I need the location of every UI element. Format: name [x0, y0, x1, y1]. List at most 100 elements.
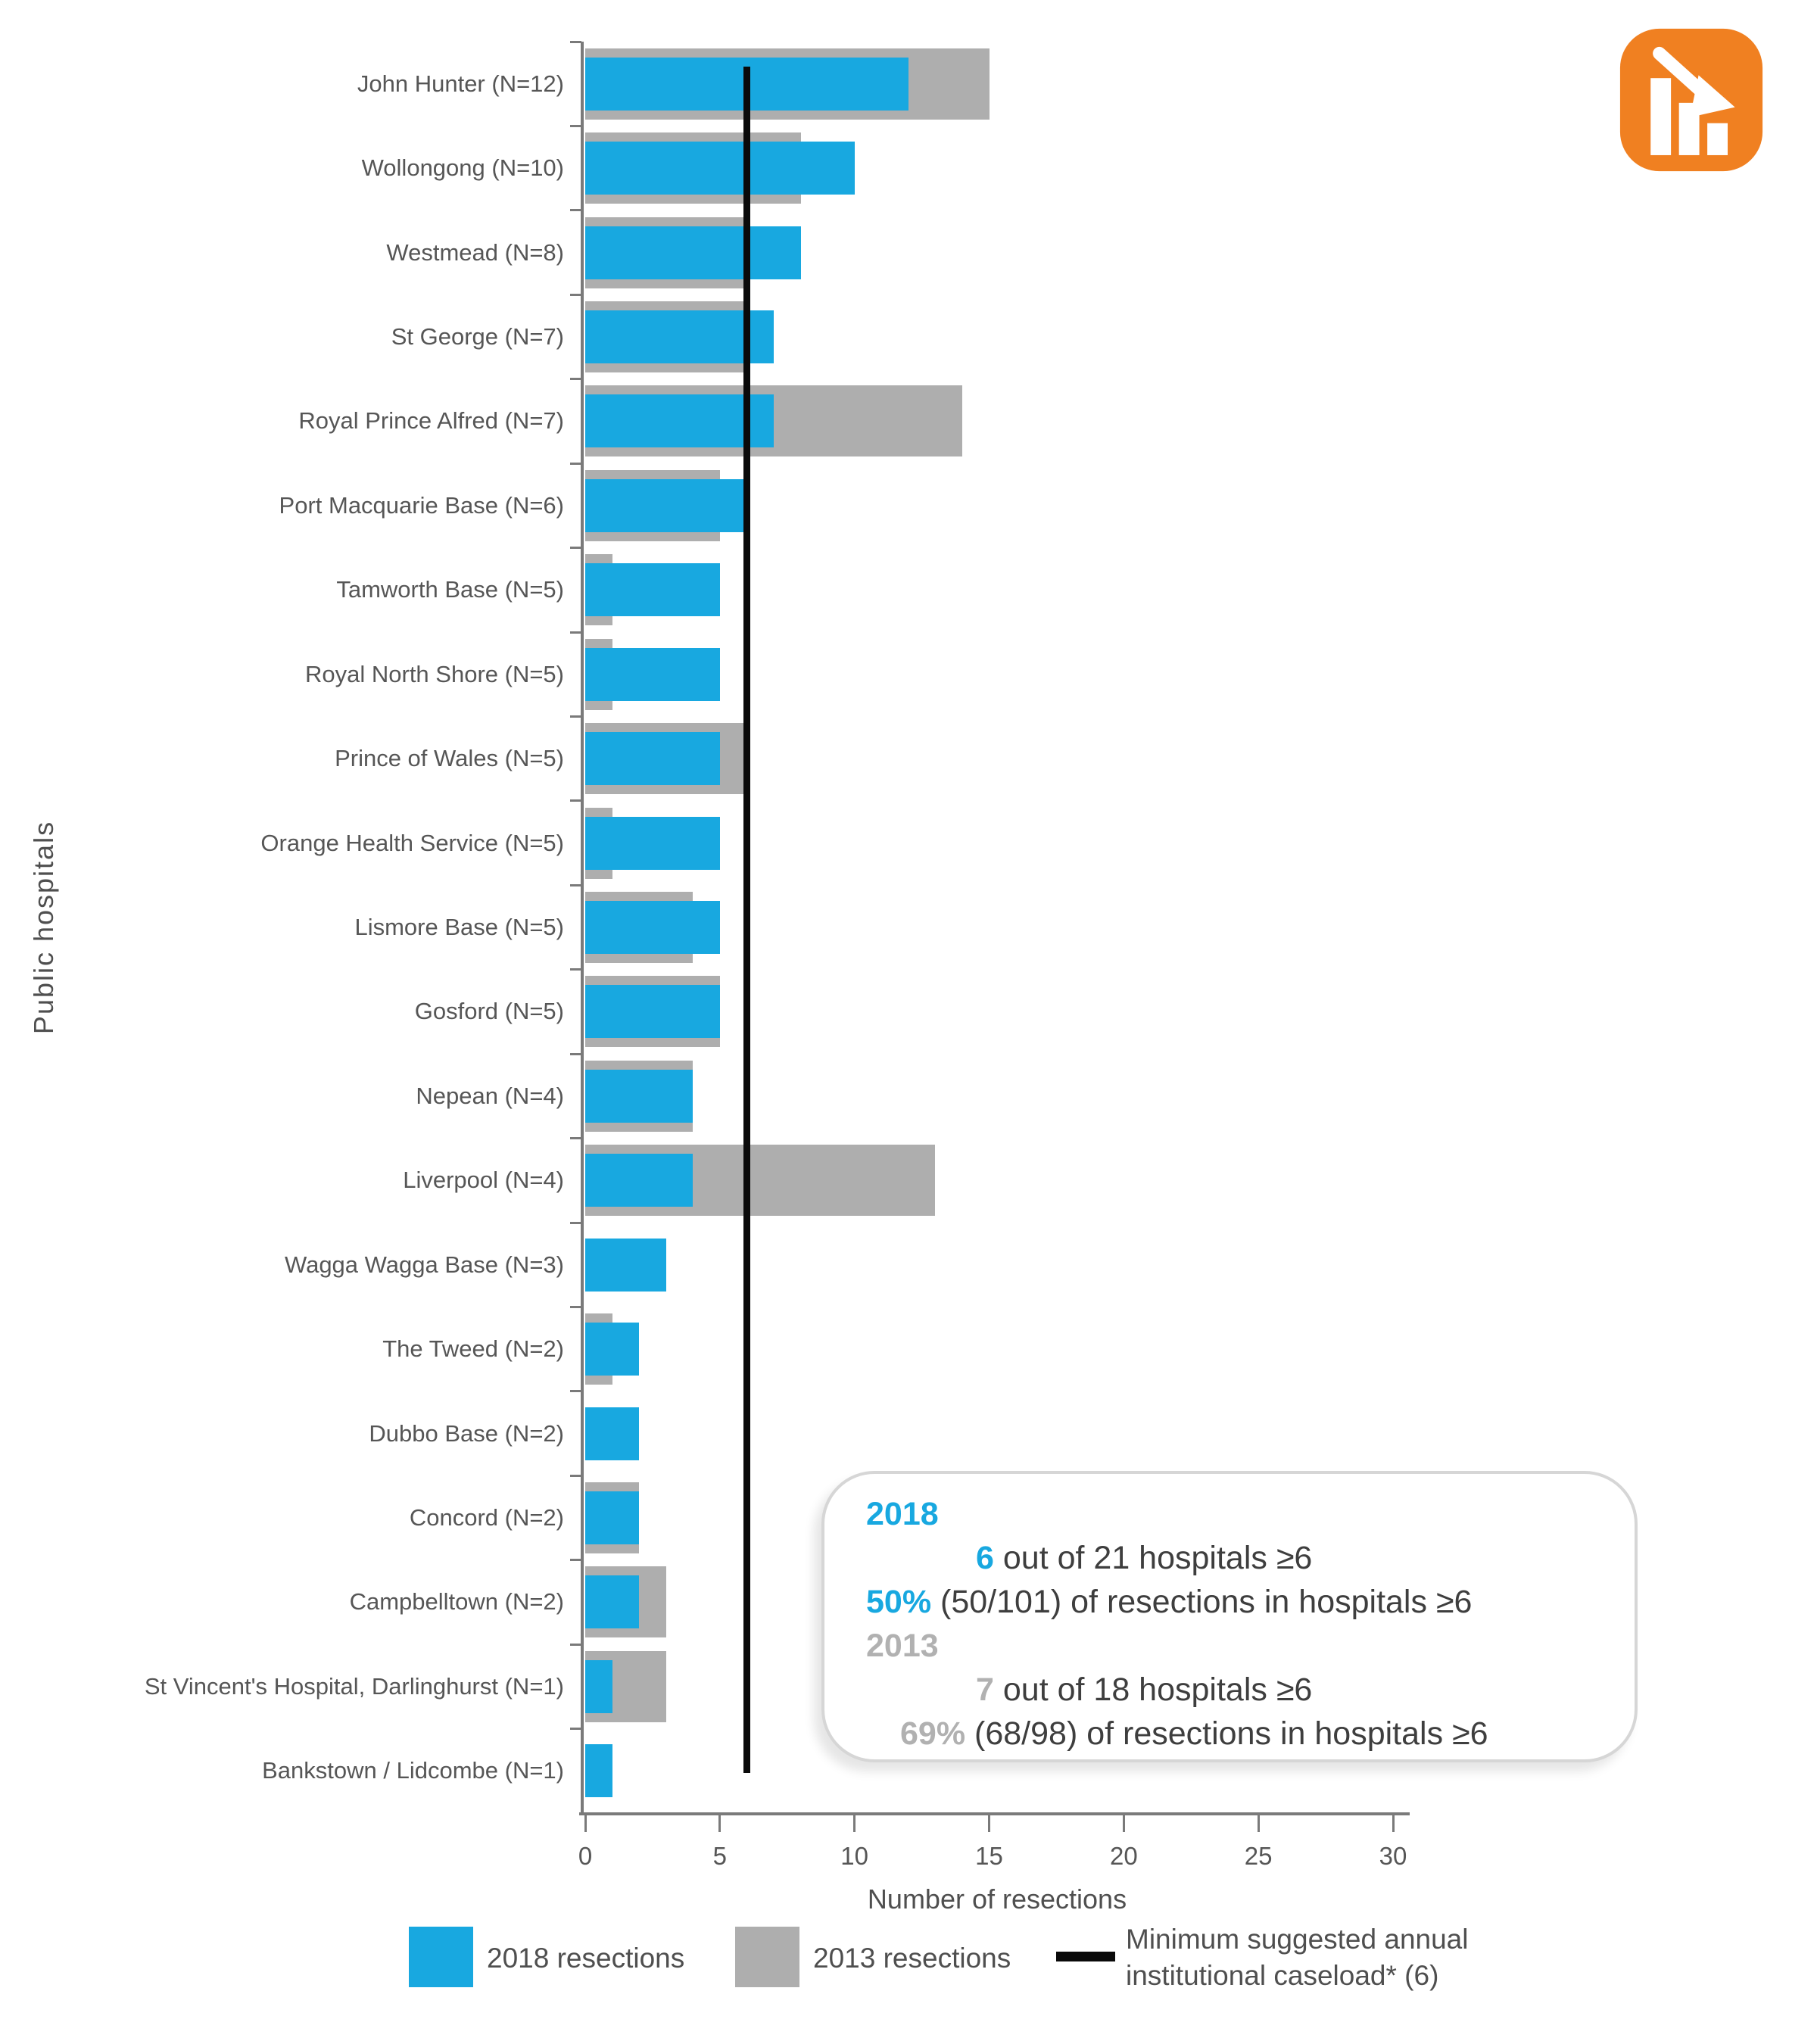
- hospital-label: Tamworth Base (N=5): [336, 576, 564, 603]
- annotation-text: 6: [976, 1540, 994, 1576]
- bar-2018-resections: [585, 1069, 693, 1123]
- hospital-label: Royal North Shore (N=5): [305, 660, 564, 687]
- legend-swatch-minimum-caseload-line: [1056, 1952, 1115, 1961]
- bar-2018-resections: [585, 1491, 640, 1544]
- hospital-label: Westmead (N=8): [386, 238, 564, 266]
- hospital-label: Campbelltown (N=2): [349, 1588, 564, 1616]
- bar-2018-resections: [585, 1575, 640, 1629]
- bar-2018-resections: [585, 1744, 612, 1798]
- bar-2018-resections: [585, 1659, 612, 1713]
- y-axis-tick: [570, 462, 581, 465]
- bar-2018-resections: [585, 901, 720, 954]
- y-axis-tick: [570, 1728, 581, 1731]
- hospital-label: St George (N=7): [391, 323, 564, 350]
- legend-label-minimum-caseload: Minimum suggested annual institutional c…: [1126, 1924, 1469, 1991]
- bar-2018-resections: [585, 647, 720, 701]
- bar-2018-resections: [585, 478, 747, 532]
- hospital-label: Liverpool (N=4): [403, 1167, 564, 1194]
- bar-2018-resections: [585, 816, 720, 870]
- y-axis-tick: [570, 1390, 581, 1393]
- hospital-label: John Hunter (N=12): [357, 70, 564, 97]
- annotation-line-4: 7 out of 18 hospitals ≥6: [866, 1668, 1612, 1712]
- x-axis-tick: [718, 1815, 722, 1832]
- x-axis-tick: [584, 1815, 587, 1832]
- annotation-line-5: 69% (68/98) of resections in hospitals ≥…: [866, 1712, 1612, 1756]
- y-axis-tick: [570, 293, 581, 296]
- annotation-line-0: 2018: [866, 1492, 1612, 1536]
- hospital-label: Wagga Wagga Base (N=3): [284, 1251, 564, 1278]
- legend-swatch-2013: [735, 1927, 799, 1987]
- y-axis-title: Public hospitals: [28, 820, 59, 1035]
- y-axis-tick: [570, 209, 581, 212]
- annotation-line-3: 2013: [866, 1624, 1612, 1668]
- bar-2018-resections: [585, 142, 855, 195]
- x-tick-label: 5: [712, 1842, 727, 1870]
- bar-2018-resections: [585, 394, 774, 448]
- bar-2018-resections: [585, 563, 720, 617]
- x-tick-label: 0: [578, 1842, 593, 1870]
- y-axis-tick: [570, 631, 581, 634]
- hospital-label: The Tweed (N=2): [382, 1335, 564, 1363]
- y-axis-tick: [570, 547, 581, 550]
- x-tick-label: 15: [975, 1842, 1003, 1870]
- bar-2018-resections: [585, 732, 720, 786]
- x-axis-tick: [853, 1815, 856, 1832]
- x-tick-label: 25: [1244, 1842, 1273, 1870]
- y-axis-tick: [570, 40, 581, 43]
- hospital-label: Dubbo Base (N=2): [369, 1419, 564, 1447]
- hospital-label: Royal Prince Alfred (N=7): [298, 407, 564, 435]
- bar-2018-resections: [585, 1323, 640, 1376]
- x-axis-title: Number of resections: [867, 1884, 1127, 1915]
- hospital-label: Lismore Base (N=5): [354, 914, 564, 940]
- y-axis-tick: [570, 378, 581, 381]
- annotation-text: 2018: [866, 1496, 939, 1532]
- bar-2018-resections: [585, 1407, 640, 1460]
- annotation-text: (68/98) of resections in hospitals ≥6: [965, 1715, 1488, 1752]
- annotation-text: 7: [976, 1672, 994, 1708]
- annotation-text: out of 21 hospitals ≥6: [993, 1540, 1313, 1576]
- legend-label-2013: 2013 resections: [813, 1943, 1011, 1974]
- legend-swatch-2018: [409, 1927, 473, 1987]
- annotation-text: (50/101) of resections in hospitals ≥6: [931, 1584, 1473, 1620]
- legend-label-2018: 2018 resections: [487, 1943, 685, 1974]
- bar-2018-resections: [585, 1238, 666, 1292]
- y-axis-tick: [570, 1221, 581, 1224]
- y-axis-tick: [570, 1305, 581, 1308]
- x-tick-label: 20: [1109, 1842, 1138, 1870]
- hospital-label: Prince of Wales (N=5): [335, 745, 564, 772]
- summary-annotation-box: 2018 6 out of 21 hospitals ≥6 50% (50/101)…: [821, 1471, 1638, 1762]
- hospital-label: Bankstown / Lidcombe (N=1): [262, 1757, 564, 1784]
- annotation-text: 69%: [900, 1715, 966, 1752]
- annotation-text: 50%: [866, 1584, 932, 1620]
- y-axis-tick: [570, 799, 581, 802]
- hospital-label: Gosford (N=5): [414, 998, 564, 1025]
- y-axis-tick: [570, 1052, 581, 1055]
- y-axis-line: [581, 42, 584, 1815]
- annotation-text: out of 18 hospitals ≥6: [993, 1672, 1313, 1708]
- x-axis-tick: [1392, 1815, 1395, 1832]
- x-axis-tick: [988, 1815, 990, 1832]
- y-axis-tick: [570, 1643, 581, 1646]
- y-axis-tick: [570, 883, 581, 886]
- bar-2018-resections: [585, 1154, 693, 1207]
- hospital-label: Nepean (N=4): [416, 1082, 564, 1109]
- hospital-label: Orange Health Service (N=5): [260, 829, 564, 856]
- annotation-line-2: 50% (50/101) of resections in hospitals …: [866, 1580, 1612, 1624]
- bar-2018-resections: [585, 985, 720, 1039]
- hospital-label: St Vincent's Hospital, Darlinghurst (N=1…: [144, 1672, 564, 1700]
- x-axis-line: [579, 1812, 1410, 1815]
- x-axis-tick: [1257, 1815, 1260, 1832]
- declining-bar-chart-icon: [1619, 27, 1764, 173]
- hospital-label: Wollongong (N=10): [361, 154, 564, 182]
- bar-2018-resections: [585, 310, 774, 363]
- hospital-label: Port Macquarie Base (N=6): [279, 491, 564, 519]
- minimum-caseload-line: [743, 67, 750, 1773]
- y-axis-tick: [570, 1559, 581, 1562]
- bar-2018-resections: [585, 226, 801, 279]
- y-axis-tick: [570, 1137, 581, 1140]
- y-axis-tick: [570, 715, 581, 718]
- annotation-text: 2013: [866, 1628, 939, 1664]
- x-tick-label: 30: [1379, 1842, 1407, 1870]
- y-axis-tick: [570, 124, 581, 127]
